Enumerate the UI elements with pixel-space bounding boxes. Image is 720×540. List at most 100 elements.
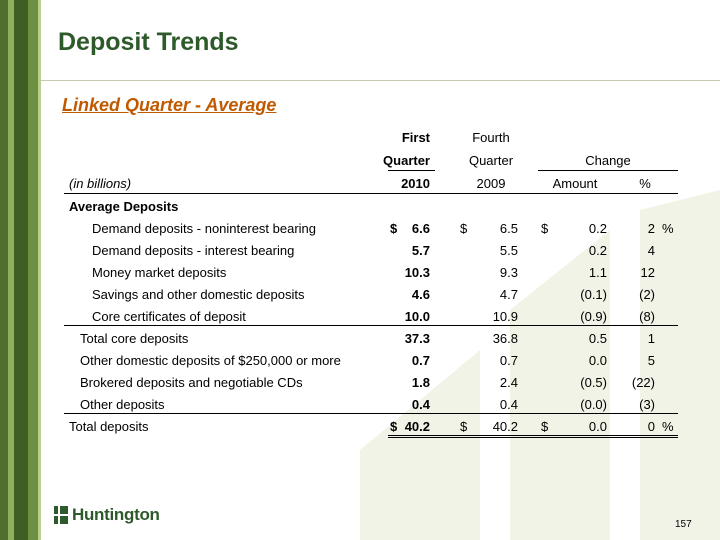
q1-value: 0.4: [411, 397, 430, 412]
row-label: Savings and other domestic deposits: [92, 287, 305, 302]
q1-value: 5.7: [411, 243, 430, 258]
q4-value: 36.8: [492, 331, 518, 346]
q1-value: 6.6: [411, 221, 430, 236]
header-fourth-quarter: Quarter: [468, 153, 514, 168]
amount-value: 0.0: [588, 353, 607, 368]
table-row: Other domestic deposits of $250,000 or m…: [0, 350, 720, 372]
q1-currency: $: [390, 419, 398, 434]
table-row: Demand deposits - interest bearing 5.7 5.5…: [0, 240, 720, 262]
header-percent: %: [639, 176, 651, 191]
amount-value: (0.0): [580, 397, 607, 412]
table-row: Demand deposits - noninterest bearing $6.…: [0, 218, 720, 240]
amount-value: (0.5): [580, 375, 607, 390]
percent-value: 1: [647, 331, 655, 346]
header-change: Change: [585, 153, 631, 168]
row-label: Demand deposits - noninterest bearing: [92, 221, 317, 236]
logo-text: Huntington: [72, 505, 160, 524]
header-rule: [388, 170, 435, 171]
row-label: Total core deposits: [80, 331, 189, 346]
q1-value: 10.3: [404, 265, 430, 280]
table-row: Total deposits $40.2 $40.2 $0.0 0%: [0, 416, 720, 438]
amount-value: 1.1: [588, 265, 607, 280]
page-number: 157: [675, 519, 692, 530]
header-first-year: 2010: [401, 176, 430, 191]
q4-currency: $: [460, 221, 468, 236]
total-rule: [64, 413, 678, 414]
table-row: Average Deposits: [0, 196, 720, 218]
percent-value: 5: [647, 353, 655, 368]
q4-value: 0.7: [499, 353, 518, 368]
percent-value: 0: [647, 419, 655, 434]
q4-currency: $: [460, 419, 468, 434]
huntington-logo: Huntington: [54, 505, 160, 525]
table-row: Savings and other domestic deposits 4.6 4.…: [0, 284, 720, 306]
page-subtitle: Linked Quarter - Average: [62, 95, 277, 115]
q4-value: 0.4: [499, 397, 518, 412]
header-first-quarter: Quarter: [383, 153, 430, 168]
table-row: Brokered deposits and negotiable CDs 1.8 2…: [0, 372, 720, 394]
amount-currency: $: [541, 221, 549, 236]
percent-value: (2): [639, 287, 655, 302]
decorative-stripe: [8, 0, 14, 540]
amount-value: (0.1): [580, 287, 607, 302]
q4-value: 10.9: [492, 309, 518, 324]
page-title: Deposit Trends: [58, 28, 239, 56]
decorative-stripe: [0, 0, 8, 540]
amount-value: 0.0: [588, 419, 607, 434]
q4-value: 40.2: [492, 419, 518, 434]
q4-value: 4.7: [499, 287, 518, 302]
percent-value: 4: [647, 243, 655, 258]
decorative-stripe: [38, 0, 41, 540]
amount-value: 0.5: [588, 331, 607, 346]
header-first: First: [401, 130, 430, 145]
amount-value: 0.2: [588, 243, 607, 258]
header-fourth: Fourth: [472, 130, 510, 145]
percent-value: (8): [639, 309, 655, 324]
percent-value: (22): [631, 375, 655, 390]
percent-value: 2: [647, 221, 655, 236]
q1-value: 4.6: [411, 287, 430, 302]
table-row: Core certificates of deposit 10.0 10.9 (0.9…: [0, 306, 720, 328]
q1-value: 1.8: [411, 375, 430, 390]
row-label: Brokered deposits and negotiable CDs: [80, 375, 303, 390]
percent-value: (3): [639, 397, 655, 412]
total-underline: [388, 435, 678, 436]
q1-value: 10.0: [404, 309, 430, 324]
q4-value: 2.4: [499, 375, 518, 390]
watermark-graphic: [360, 190, 720, 540]
percent-symbol: %: [662, 419, 674, 434]
q4-value: 9.3: [499, 265, 518, 280]
amount-value: (0.9): [580, 309, 607, 324]
row-label: Other domestic deposits of $250,000 or m…: [80, 353, 341, 368]
amount-currency: $: [541, 419, 549, 434]
header-rule: [64, 193, 678, 194]
row-label: Money market deposits: [92, 265, 227, 280]
logo-icon: [54, 506, 68, 524]
percent-symbol: %: [662, 221, 674, 236]
header-amount: Amount: [552, 176, 598, 191]
q1-value: 37.3: [404, 331, 430, 346]
q4-value: 5.5: [499, 243, 518, 258]
percent-value: 12: [640, 265, 655, 280]
row-label: Other deposits: [80, 397, 165, 412]
row-label: Total deposits: [69, 419, 149, 434]
q1-value: 40.2: [404, 419, 430, 434]
table-row: Other deposits 0.4 0.4 (0.0) (3): [0, 394, 720, 416]
total-underline: [388, 437, 678, 438]
table-row: Money market deposits 10.3 9.3 1.1 12: [0, 262, 720, 284]
q1-currency: $: [390, 221, 398, 236]
row-label: Core certificates of deposit: [92, 309, 246, 324]
header-fourth-year: 2009: [476, 176, 506, 191]
header-rule: [538, 170, 678, 171]
amount-value: 0.2: [588, 221, 607, 236]
table-row: Total core deposits 37.3 36.8 0.5 1: [0, 328, 720, 350]
q1-value: 0.7: [411, 353, 430, 368]
row-label: Average Deposits: [69, 199, 179, 214]
decorative-stripe: [14, 0, 28, 540]
title-divider: [41, 80, 720, 81]
decorative-stripe: [28, 0, 38, 540]
q4-value: 6.5: [499, 221, 518, 236]
subtotal-rule: [64, 325, 678, 326]
row-label: Demand deposits - interest bearing: [92, 243, 295, 258]
units-label: (in billions): [69, 176, 132, 191]
